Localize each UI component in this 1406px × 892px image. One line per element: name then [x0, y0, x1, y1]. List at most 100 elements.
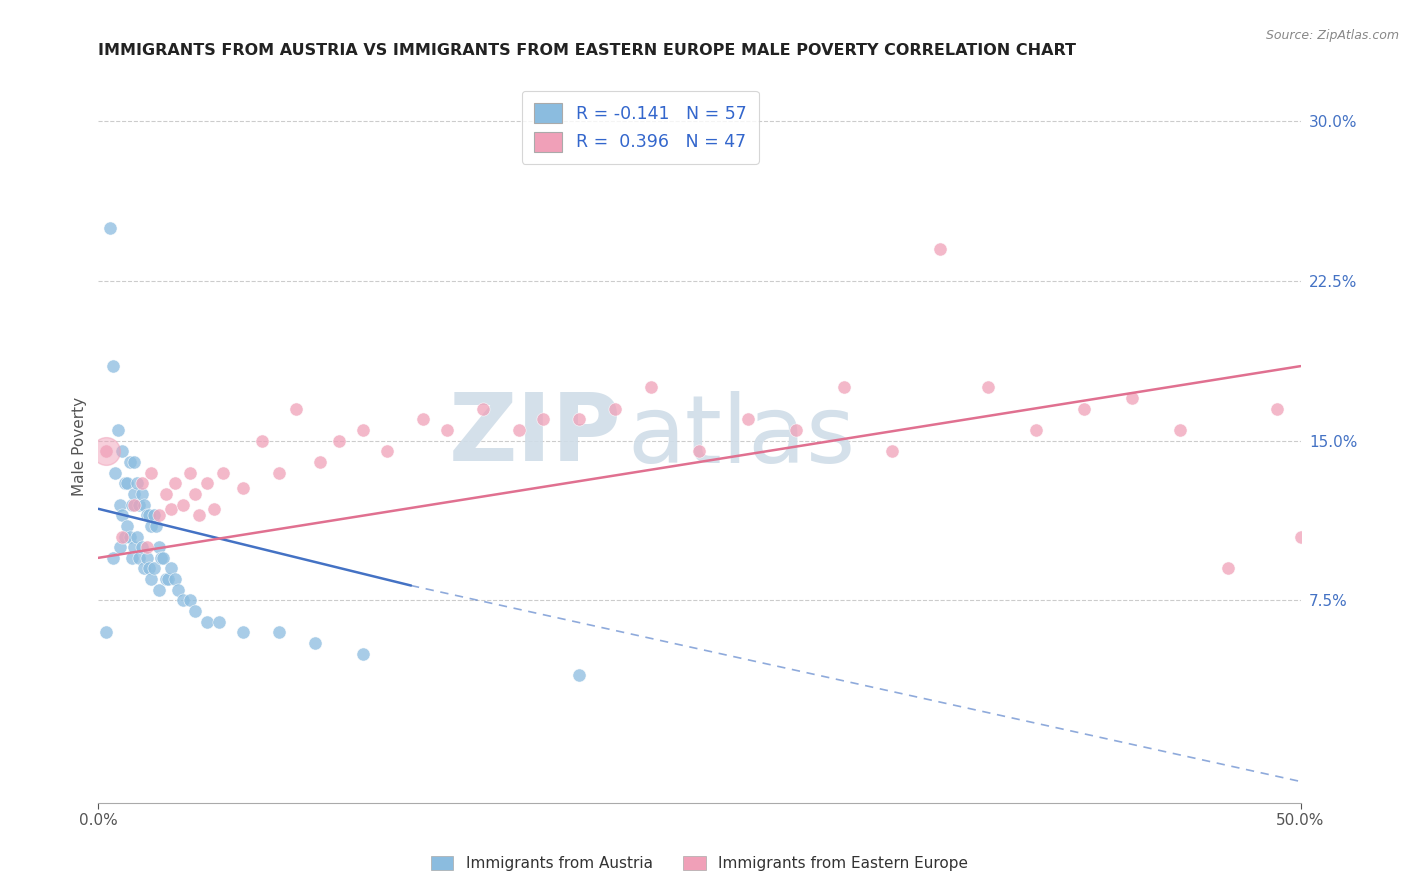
Point: [157, 572, 180, 586]
Point: [212, 466, 235, 480]
Point: [101, 550, 124, 565]
Point: [135, 540, 157, 554]
Point: [568, 412, 591, 426]
Point: [640, 380, 662, 394]
Point: [737, 412, 759, 426]
Point: [121, 550, 143, 565]
Point: [179, 466, 201, 480]
Point: [131, 487, 153, 501]
Point: [142, 508, 165, 523]
Point: [94, 444, 117, 458]
Point: [166, 582, 188, 597]
Point: [111, 529, 134, 543]
Point: [183, 604, 205, 618]
Point: [1218, 561, 1240, 575]
Point: [928, 242, 950, 256]
Point: [148, 582, 170, 597]
Point: [689, 444, 711, 458]
Point: [232, 481, 254, 495]
Point: [131, 476, 153, 491]
Point: [125, 529, 148, 543]
Point: [131, 540, 153, 554]
Point: [114, 476, 136, 491]
Point: [188, 508, 211, 523]
Legend: R = -0.141   N = 57, R =  0.396   N = 47: R = -0.141 N = 57, R = 0.396 N = 47: [522, 91, 759, 164]
Point: [352, 423, 374, 437]
Point: [412, 412, 434, 426]
Point: [124, 487, 146, 501]
Point: [284, 401, 307, 416]
Point: [1289, 529, 1312, 543]
Point: [128, 550, 150, 565]
Point: [605, 401, 627, 416]
Point: [375, 444, 398, 458]
Point: [124, 498, 146, 512]
Point: [880, 444, 903, 458]
Point: [111, 444, 134, 458]
Point: [149, 550, 172, 565]
Point: [141, 572, 163, 586]
Point: [141, 519, 163, 533]
Point: [352, 647, 374, 661]
Point: [108, 498, 131, 512]
Point: [94, 444, 117, 458]
Point: [308, 455, 330, 469]
Text: Source: ZipAtlas.com: Source: ZipAtlas.com: [1265, 29, 1399, 42]
Point: [114, 529, 136, 543]
Point: [436, 423, 458, 437]
Point: [183, 487, 205, 501]
Point: [148, 508, 170, 523]
Point: [101, 359, 124, 373]
Point: [165, 572, 187, 586]
Point: [118, 529, 141, 543]
Point: [125, 476, 148, 491]
Point: [124, 540, 146, 554]
Point: [195, 476, 218, 491]
Point: [108, 540, 131, 554]
Point: [159, 561, 181, 575]
Point: [107, 423, 129, 437]
Text: atlas: atlas: [627, 391, 856, 483]
Point: [208, 615, 231, 629]
Point: [232, 625, 254, 640]
Point: [508, 423, 530, 437]
Point: [100, 220, 122, 235]
Point: [128, 498, 150, 512]
Point: [179, 593, 201, 607]
Point: [104, 466, 127, 480]
Point: [132, 498, 155, 512]
Y-axis label: Male Poverty: Male Poverty: [72, 396, 87, 496]
Point: [531, 412, 554, 426]
Point: [155, 487, 177, 501]
Point: [111, 508, 134, 523]
Point: [121, 498, 143, 512]
Point: [267, 466, 290, 480]
Point: [195, 615, 218, 629]
Point: [152, 550, 174, 565]
Point: [304, 636, 326, 650]
Point: [155, 572, 177, 586]
Point: [172, 593, 194, 607]
Point: [328, 434, 350, 448]
Point: [124, 455, 146, 469]
Point: [1121, 391, 1143, 405]
Point: [145, 519, 167, 533]
Text: IMMIGRANTS FROM AUSTRIA VS IMMIGRANTS FROM EASTERN EUROPE MALE POVERTY CORRELATI: IMMIGRANTS FROM AUSTRIA VS IMMIGRANTS FR…: [98, 43, 1077, 58]
Point: [142, 561, 165, 575]
Point: [832, 380, 855, 394]
Point: [1025, 423, 1047, 437]
Point: [94, 625, 117, 640]
Point: [118, 455, 141, 469]
Point: [472, 401, 495, 416]
Point: [250, 434, 273, 448]
Point: [159, 501, 181, 516]
Point: [267, 625, 290, 640]
Point: [117, 519, 139, 533]
Point: [135, 508, 157, 523]
Point: [165, 476, 187, 491]
Point: [135, 550, 157, 565]
Point: [148, 540, 170, 554]
Point: [202, 501, 225, 516]
Point: [138, 508, 160, 523]
Text: ZIP: ZIP: [449, 389, 621, 482]
